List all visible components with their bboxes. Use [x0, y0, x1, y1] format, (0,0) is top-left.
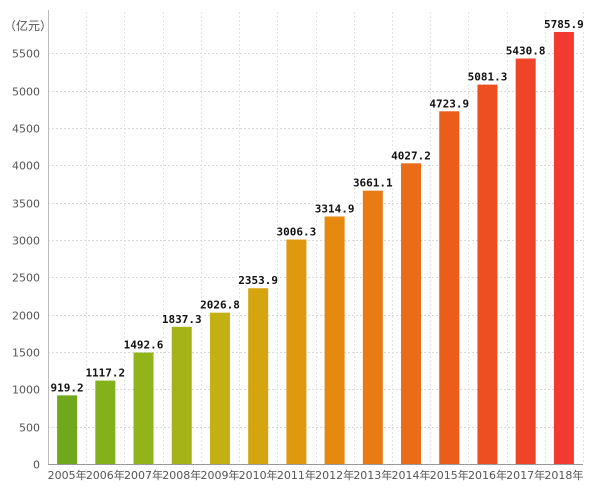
y-tick-label: 500: [19, 422, 40, 435]
data-label: 5430.8: [506, 45, 546, 58]
data-label-backing: [160, 312, 204, 325]
x-tick-label: 2007年: [124, 468, 163, 482]
data-label-backing: [83, 366, 127, 379]
data-label: 3314.9: [315, 202, 355, 215]
data-label: 1492.6: [124, 339, 164, 352]
data-label-backing: [427, 97, 471, 110]
x-tick-label: 2011年: [277, 468, 316, 482]
x-tick-label: 2009年: [200, 468, 239, 482]
y-tick-label: 4000: [12, 160, 40, 173]
data-label: 2353.9: [238, 274, 278, 287]
data-label: 3006.3: [277, 226, 317, 239]
data-label: 4027.2: [391, 149, 431, 162]
x-tick-label: 2015年: [430, 468, 469, 482]
y-tick-label: 4500: [12, 123, 40, 136]
bar: [171, 326, 192, 464]
bar-layer: [57, 32, 574, 465]
bar: [57, 395, 78, 464]
data-label: 5081.3: [468, 71, 508, 84]
data-label-backing: [389, 149, 433, 162]
data-label-backing: [122, 338, 165, 351]
data-label: 1117.2: [85, 367, 125, 380]
bar: [286, 239, 307, 464]
data-label: 4723.9: [429, 97, 469, 110]
y-tick-label: 0: [33, 459, 40, 472]
y-tick-label: 5500: [12, 48, 40, 61]
data-label-backing: [504, 44, 548, 57]
bar: [401, 163, 422, 464]
axis-layer: 0 500 1000 1500 2000 2500 3000 3500 4000 4500 5000…: [12, 10, 583, 482]
data-label-backing: [49, 381, 86, 394]
data-label-backing: [542, 18, 586, 30]
bar: [515, 58, 536, 465]
data-label: 919.2: [51, 381, 84, 394]
bar: [362, 190, 383, 464]
bar: [477, 84, 498, 464]
y-tick-label: 1500: [12, 347, 40, 360]
data-label-backing: [274, 225, 318, 238]
y-tick-label: 3500: [12, 198, 40, 211]
y-tick-label: 5000: [12, 86, 40, 99]
y-tick-label: 2000: [12, 310, 40, 323]
data-label-backing: [466, 70, 509, 83]
y-tick-label: 1000: [12, 384, 40, 397]
bar: [553, 32, 574, 464]
bar: [95, 380, 116, 464]
x-tick-label: 2008年: [162, 468, 201, 482]
x-tick-label: 2016年: [468, 468, 507, 482]
data-label-backing: [313, 202, 357, 215]
y-tick-label: 3000: [12, 235, 40, 248]
data-label: 1837.3: [162, 313, 202, 326]
x-tick-label: 2014年: [392, 468, 431, 482]
x-tick-label: 2018年: [544, 468, 583, 482]
y-axis-unit-label: （亿元）: [4, 18, 52, 33]
data-label-backing: [236, 274, 280, 287]
bar: [248, 288, 269, 464]
data-label: 3661.1: [353, 177, 393, 190]
data-label: 2026.8: [200, 299, 240, 312]
x-tick-label: 2010年: [239, 468, 278, 482]
data-label-backing: [351, 176, 395, 189]
bar: [209, 312, 230, 464]
data-label-backing: [198, 298, 242, 311]
x-tick-label: 2005年: [48, 468, 87, 482]
bar: [324, 216, 345, 464]
x-tick-label: 2017年: [506, 468, 545, 482]
y-tick-label: 2500: [12, 272, 40, 285]
bar: [439, 111, 460, 464]
x-tick-label: 2006年: [86, 468, 125, 482]
x-tick-label: 2012年: [315, 468, 354, 482]
x-tick-label: 2013年: [353, 468, 392, 482]
bar: [133, 352, 154, 464]
data-label: 5785.9: [544, 18, 584, 31]
